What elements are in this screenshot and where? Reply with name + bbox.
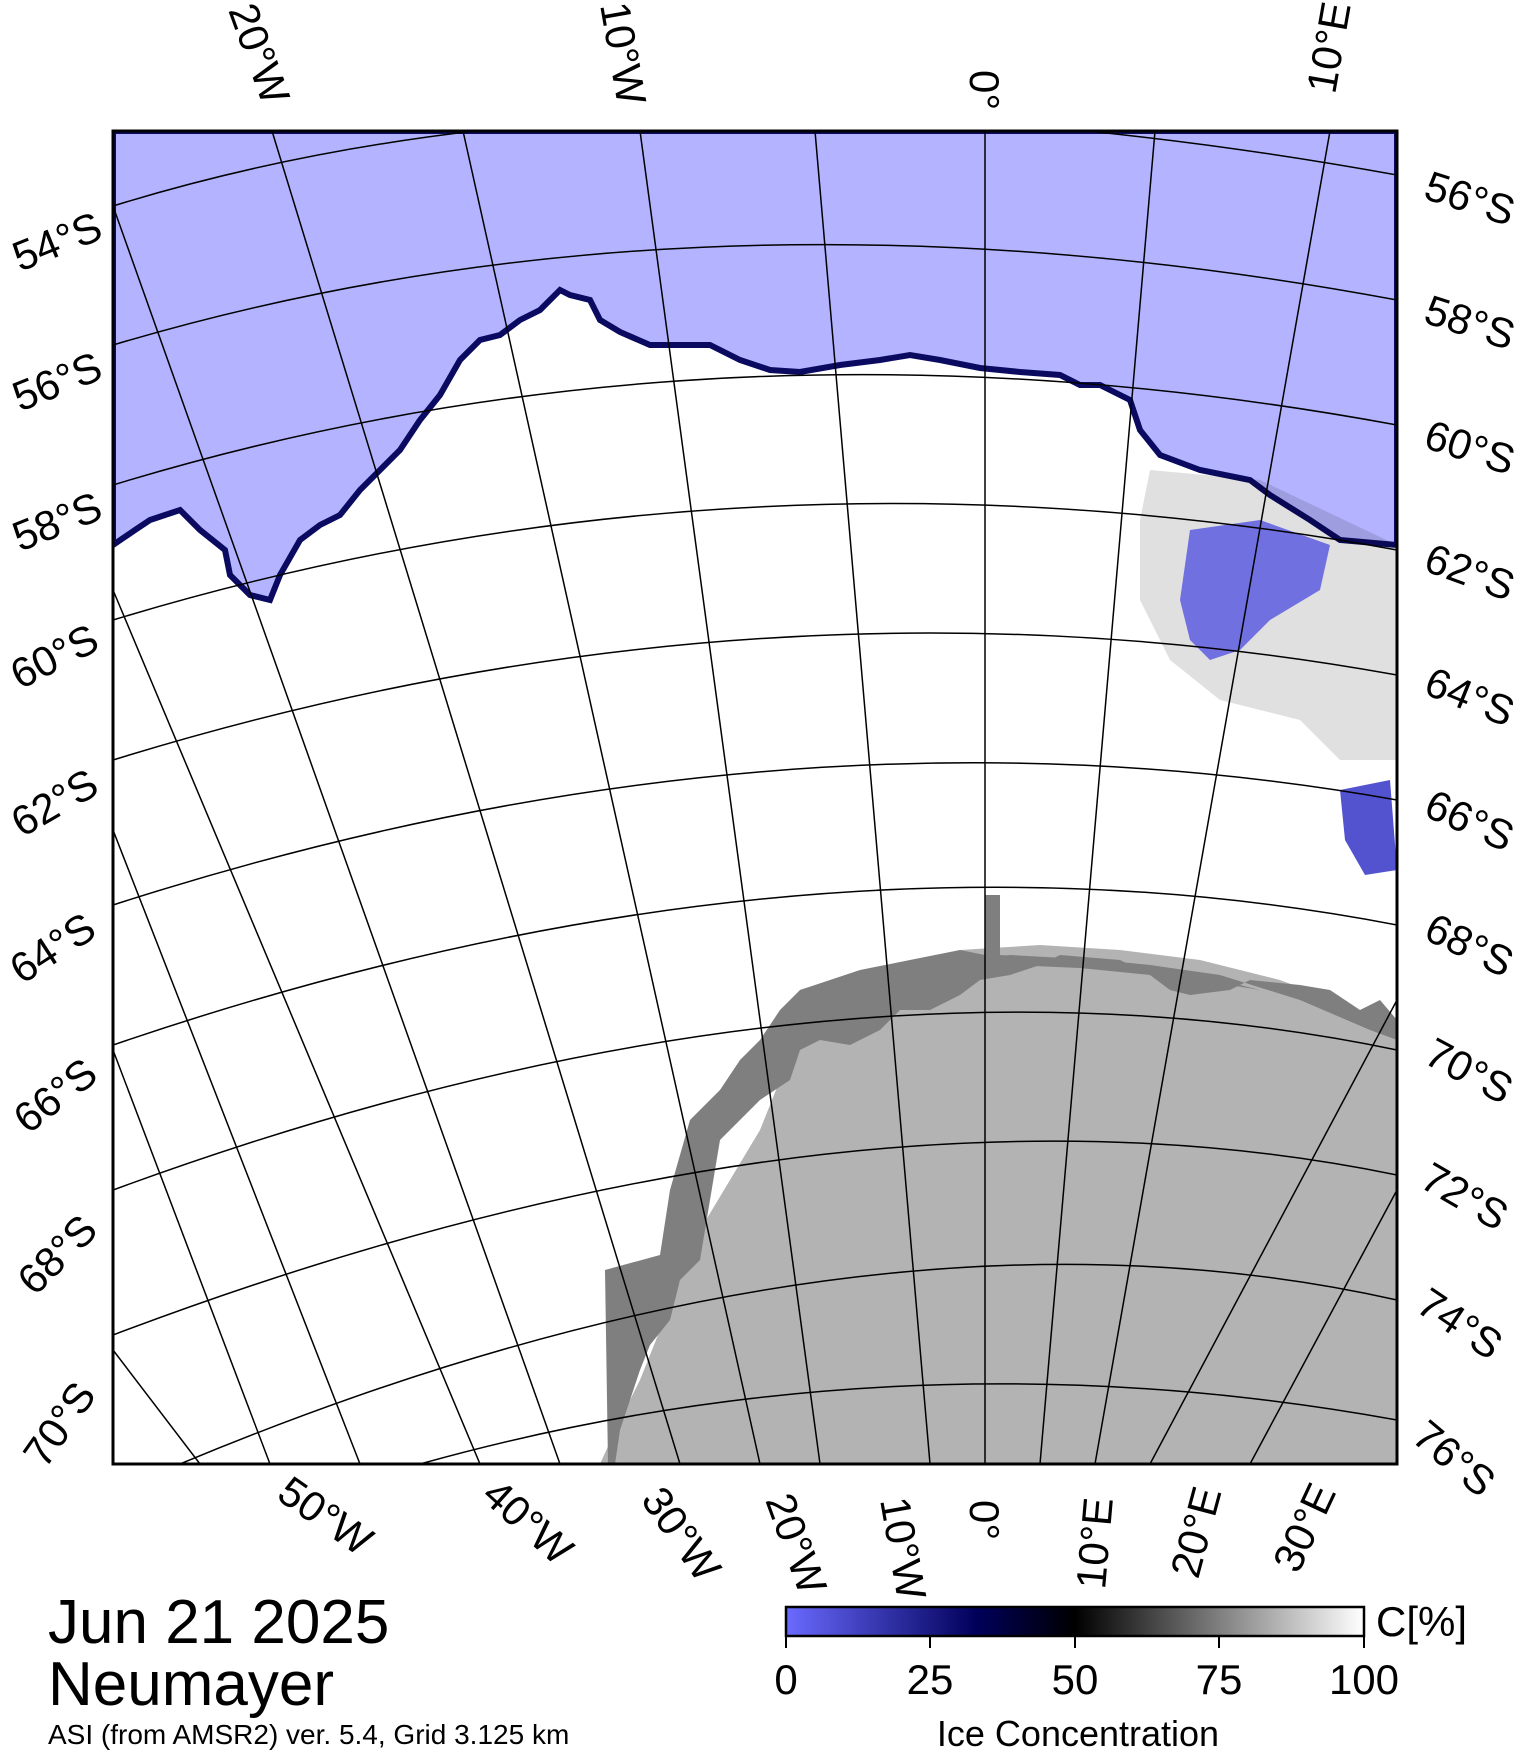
right-lat-label: 58°S xyxy=(1419,286,1518,359)
colorbar-gradient xyxy=(784,1605,1366,1638)
map-region: Neumayer xyxy=(48,1650,334,1719)
left-lat-label: 56°S xyxy=(6,342,108,420)
colorbar-tick-label: 75 xyxy=(1196,1656,1243,1703)
graticule-parallels xyxy=(113,131,1397,1464)
left-lat-label: 62°S xyxy=(3,759,106,845)
colorbar-tick-label: 25 xyxy=(907,1656,954,1703)
right-lat-label: 56°S xyxy=(1419,162,1518,235)
map-frame xyxy=(111,129,1399,1466)
bottom-lon-label: 20°W xyxy=(757,1487,837,1600)
colorbar-tick-label: 100 xyxy=(1329,1656,1399,1703)
right-lat-label: 66°S xyxy=(1418,780,1518,860)
bottom-lon-label: 30°E xyxy=(1264,1476,1345,1579)
colorbar-tick-label: 0 xyxy=(774,1656,797,1703)
bottom-lon-label: 30°W xyxy=(633,1478,731,1590)
land-area xyxy=(600,945,1397,1464)
right-lat-label: 60°S xyxy=(1419,411,1518,484)
right-lat-label: 76°S xyxy=(1404,1411,1504,1506)
left-lat-label: 68°S xyxy=(8,1205,106,1303)
colorbar-title: Ice Concentration xyxy=(937,1713,1219,1754)
right-lat-label: 72°S xyxy=(1414,1153,1517,1239)
right-lat-label: 62°S xyxy=(1419,534,1518,609)
right-lat-label: 74°S xyxy=(1409,1278,1511,1368)
top-lon-label: 20°W xyxy=(220,0,300,110)
bottom-lon-label: 10°E xyxy=(1067,1496,1122,1591)
bottom-lon-label: 0° xyxy=(961,1500,1008,1540)
bottom-lon-label: 10°W xyxy=(871,1493,935,1603)
bottom-lon-label: 40°W xyxy=(474,1470,582,1574)
ice-shelf-area xyxy=(605,895,1397,1464)
top-lon-label: 0° xyxy=(961,70,1008,110)
right-lat-label: 70°S xyxy=(1418,1028,1518,1112)
data-source-note: ASI (from AMSR2) ver. 5.4, Grid 3.125 km xyxy=(48,1719,570,1750)
open-water-area xyxy=(113,131,1397,604)
left-lat-label: 70°S xyxy=(14,1373,105,1475)
graticule-meridians xyxy=(113,131,1397,1464)
left-lat-label: 66°S xyxy=(5,1049,106,1142)
top-lon-label: 10°W xyxy=(591,0,655,109)
map-date: Jun 21 2025 xyxy=(48,1588,390,1657)
ice-shelf-area xyxy=(800,955,1260,990)
left-lat-label: 60°S xyxy=(3,615,106,698)
left-lat-label: 64°S xyxy=(1,903,103,992)
left-lat-label: 58°S xyxy=(6,482,108,560)
colorbar-unit-label: C[%] xyxy=(1376,1598,1467,1645)
right-lat-label: 64°S xyxy=(1419,658,1518,736)
low-concentration-patch xyxy=(1180,520,1330,660)
right-lat-label: 68°S xyxy=(1418,904,1518,986)
bottom-lon-label: 20°E xyxy=(1161,1482,1230,1583)
colorbar: 0 25 50 75 100 C[%] Ice Concentration xyxy=(774,1598,1467,1754)
top-lon-label: 10°E xyxy=(1298,0,1360,97)
colorbar-tick-label: 50 xyxy=(1052,1656,1099,1703)
bottom-lon-label: 50°W xyxy=(270,1467,382,1565)
left-lat-label: 54°S xyxy=(6,202,108,280)
mixed-ice-zone xyxy=(1140,470,1397,760)
low-concentration-patch xyxy=(1340,780,1397,875)
